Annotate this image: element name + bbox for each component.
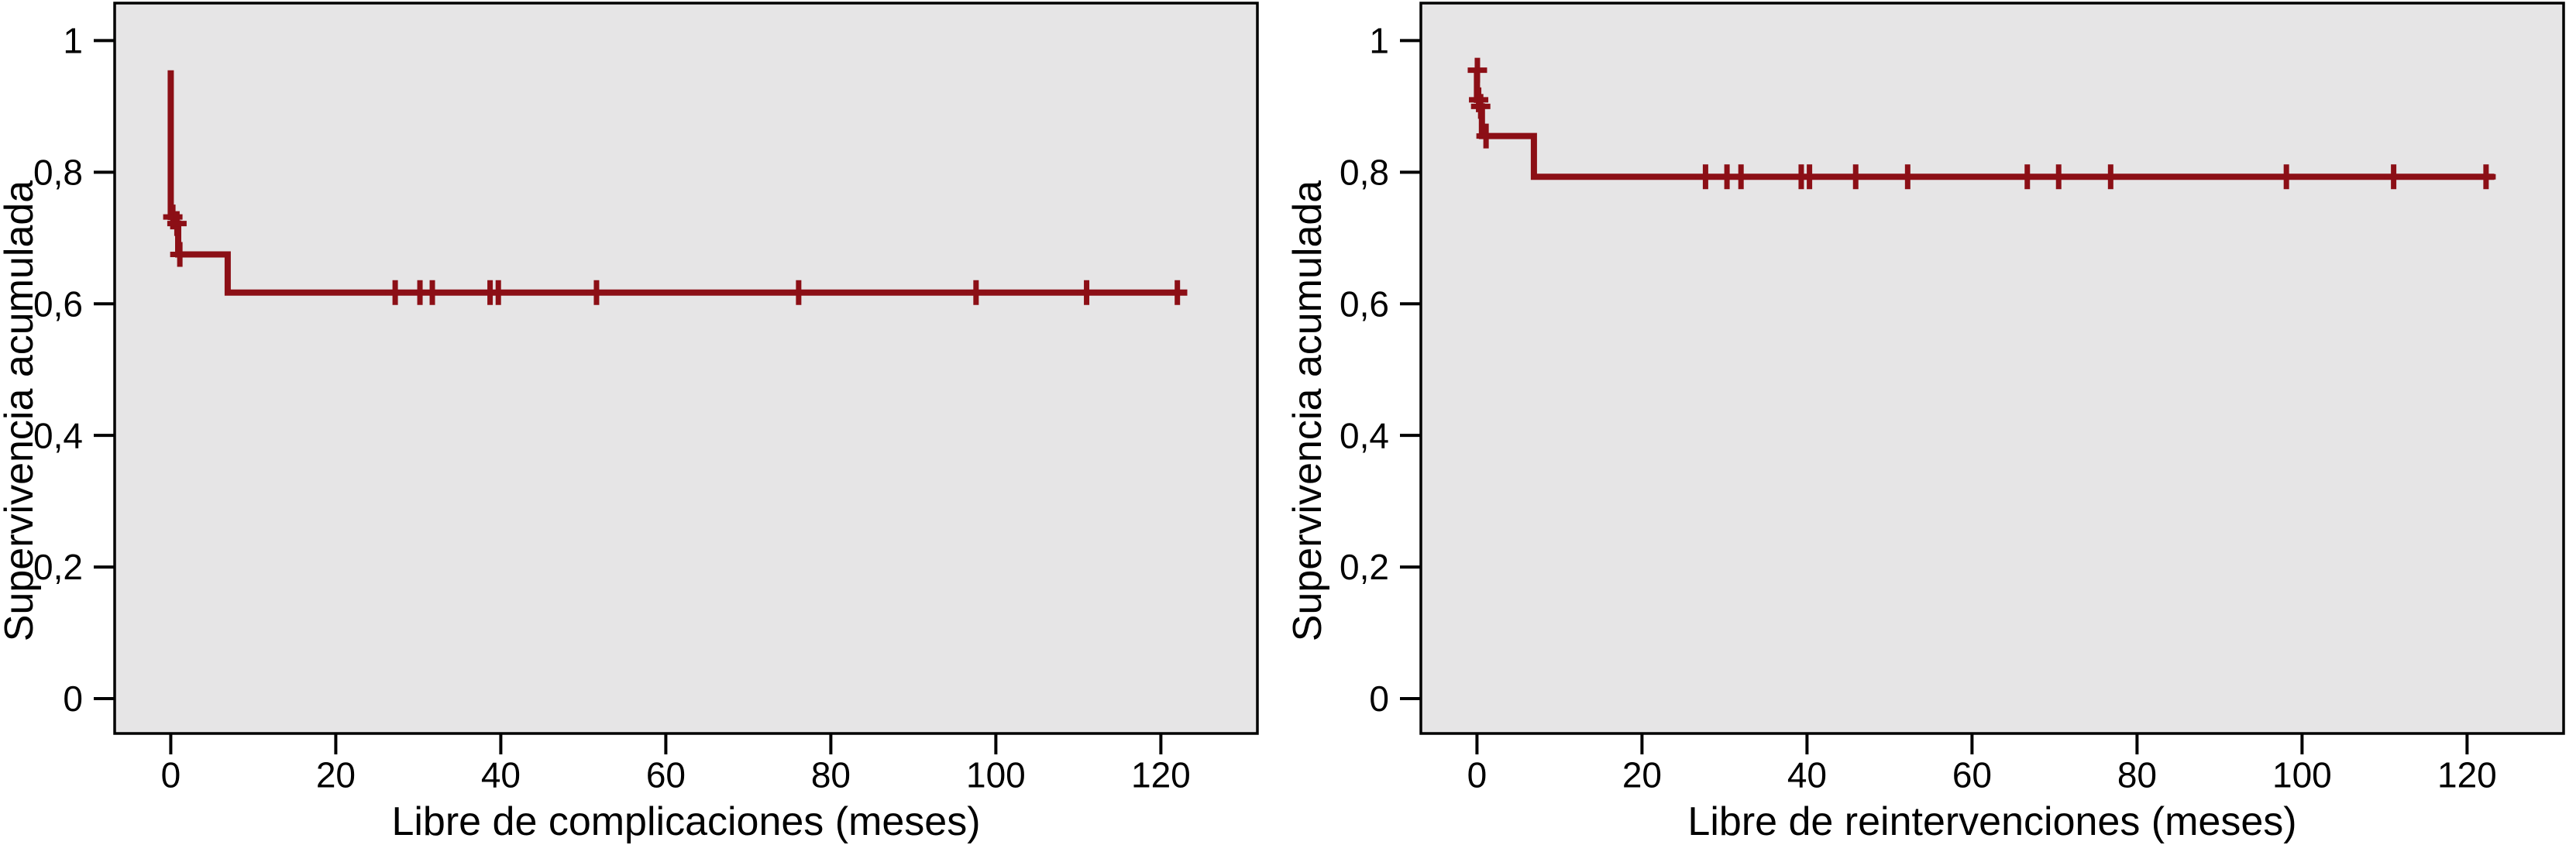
- y-tick-label: 0,6: [1340, 283, 1389, 324]
- censor-mark: [1168, 280, 1188, 305]
- x-tick-label: 0: [1467, 754, 1487, 795]
- km-chart-complications: 0 0,2 0,4 0,6 0,8 1 0 20 40 60 80 100 120 Libre de co…: [0, 2, 1259, 844]
- y-tick-label: 1: [1369, 21, 1389, 61]
- y-tick-label: 0,6: [33, 283, 83, 324]
- x-tick-label: 80: [2117, 754, 2157, 795]
- x-tick-label: 80: [811, 754, 851, 795]
- censor-mark: [2276, 164, 2296, 190]
- censor-mark: [488, 280, 508, 305]
- censor-mark: [1077, 280, 1097, 305]
- y-tick-label: 0,8: [33, 152, 83, 192]
- y-tick-label: 0,4: [1340, 415, 1389, 455]
- censor-mark: [167, 211, 187, 236]
- y-tick-label: 0,4: [33, 415, 83, 455]
- plot-border: [113, 2, 1259, 735]
- censor-mark: [1470, 94, 1491, 119]
- censor-mark: [1467, 57, 1487, 83]
- censor-mark: [1476, 123, 1496, 149]
- y-axis-title: Supervivencia acumulada: [1288, 180, 1330, 642]
- censor-mark: [1800, 164, 1820, 190]
- censor-mark: [2476, 164, 2496, 190]
- plot-area: [115, 3, 1257, 733]
- censor-mark: [2384, 164, 2404, 190]
- km-chart-reinterventions: 0 0,2 0,4 0,6 0,8 1 0 20 40 60 80 100 120 Libre de re…: [1288, 2, 2565, 844]
- km-chart-reinterventions-panel: 0 0,2 0,4 0,6 0,8 1 0 20 40 60 80 100 120 Libre de re…: [1288, 0, 2576, 845]
- y-axis-title: Supervivencia acumulada: [0, 180, 42, 642]
- x-tick-label: 60: [1952, 754, 1992, 795]
- plot-border: [1419, 2, 2565, 735]
- x-tick-label: 0: [161, 754, 181, 795]
- x-tick-label: 120: [1131, 754, 1191, 795]
- x-tick-label: 120: [2437, 754, 2497, 795]
- x-tick-label: 100: [966, 754, 1026, 795]
- censor-mark: [586, 280, 607, 305]
- km-chart-complications-panel: 0 0,2 0,4 0,6 0,8 1 0 20 40 60 80 100 120 Libre de co…: [0, 2, 1259, 844]
- y-tick-label: 1: [63, 21, 83, 61]
- censor-mark: [1695, 164, 1715, 190]
- censor-mark: [385, 280, 405, 305]
- censor-mark: [170, 242, 190, 267]
- plot-area: [1421, 3, 2564, 733]
- censor-mark: [2017, 164, 2038, 190]
- x-tick-label: 40: [1787, 754, 1827, 795]
- y-tick-label: 0,8: [1340, 152, 1389, 192]
- y-tick-label: 0,2: [1340, 547, 1389, 587]
- censor-mark: [1845, 164, 1866, 190]
- x-axis-title: Libre de reintervenciones (meses): [1687, 799, 2296, 844]
- censor-mark: [966, 280, 986, 305]
- x-tick-label: 40: [481, 754, 521, 795]
- censor-mark: [789, 280, 809, 305]
- x-axis-title: Libre de complicaciones (meses): [391, 799, 980, 844]
- censor-mark: [2048, 164, 2069, 190]
- x-tick-label: 100: [2272, 754, 2332, 795]
- y-tick-label: 0: [63, 678, 83, 719]
- censor-mark: [1731, 164, 1751, 190]
- y-tick-label: 0,2: [33, 547, 83, 587]
- x-tick-label: 20: [316, 754, 356, 795]
- y-tick-label: 0: [1369, 678, 1389, 719]
- censor-mark: [422, 280, 442, 305]
- censor-mark: [2100, 164, 2120, 190]
- x-tick-label: 60: [646, 754, 686, 795]
- x-tick-label: 20: [1622, 754, 1662, 795]
- censor-mark: [1897, 164, 1917, 190]
